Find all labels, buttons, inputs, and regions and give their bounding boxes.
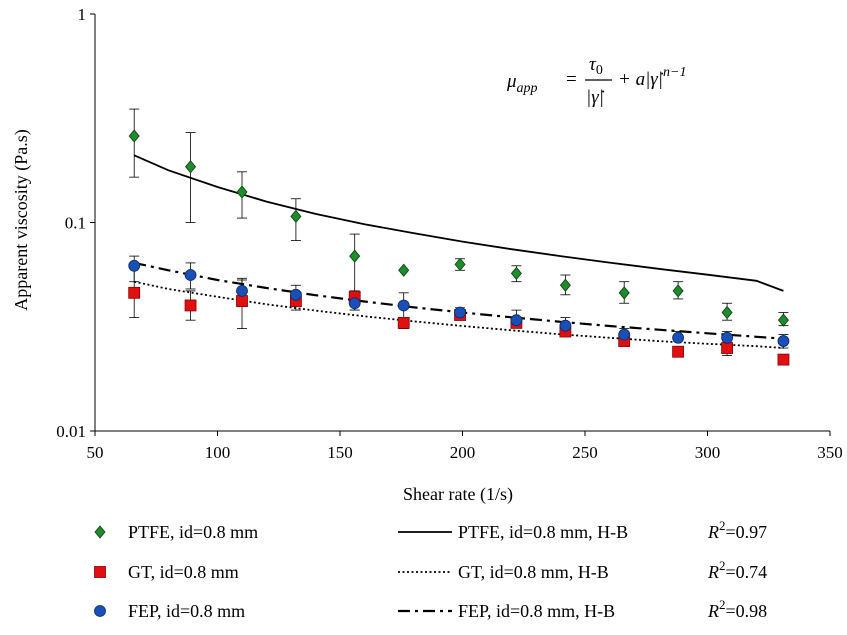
data-points (128, 129, 790, 366)
legend-r2: R2=0.74 (707, 558, 767, 582)
formula-denominator: |γ̇| (586, 87, 605, 108)
circle-point (348, 297, 361, 310)
legend-fit-label: GT, id=0.8 mm, H-B (458, 562, 609, 582)
diamond-point (510, 266, 522, 281)
square-point (184, 299, 197, 312)
y-tick-label: 1 (78, 5, 87, 24)
x-tick-label: 50 (87, 443, 104, 462)
square-point (777, 353, 790, 366)
axes: 50 100 150 200 250 300 350 0.01 0.1 1 (56, 5, 843, 462)
square-point (128, 286, 141, 299)
diamond-point (777, 313, 789, 327)
square-point (672, 345, 684, 358)
circle-point (618, 328, 631, 341)
diamond-point (672, 284, 684, 298)
fit-line-dashdot (133, 261, 784, 340)
formula-numerator: τ0 (589, 54, 603, 78)
formula-rhs: + a|γ̇|n−1 (618, 65, 686, 90)
x-tick-label: 200 (450, 443, 476, 462)
circle-point (672, 331, 684, 344)
fit-line-solid (133, 154, 784, 292)
legend-fit-label: PTFE, id=0.8 mm, H-B (458, 522, 628, 542)
legend: PTFE, id=0.8 mm GT, id=0.8 mm FEP, id=0.8 … (94, 518, 767, 621)
diamond-point (349, 249, 361, 263)
circle-point (510, 314, 523, 327)
legend-marker-circle (94, 605, 106, 617)
x-tick-label: 300 (695, 443, 721, 462)
circle-point (289, 288, 302, 301)
circle-point (397, 299, 410, 312)
square-point (236, 295, 248, 307)
diamond-point (185, 160, 197, 174)
x-tick-label: 250 (572, 443, 598, 462)
legend-label: GT, id=0.8 mm (128, 562, 239, 582)
legend-label: PTFE, id=0.8 mm (128, 522, 258, 542)
circle-point (559, 319, 572, 332)
x-tick-label: 350 (817, 443, 843, 462)
legend-fit-label: FEP, id=0.8 mm, H-B (458, 601, 615, 621)
y-axis-title: Apparent viscosity (Pa.s) (11, 129, 32, 310)
circle-point (128, 259, 141, 272)
diamond-point (290, 209, 302, 223)
legend-r2: R2=0.97 (707, 518, 767, 542)
square-point (397, 316, 410, 329)
diamond-point (618, 286, 630, 300)
formula-lhs: μapp (506, 71, 538, 96)
diamond-point (559, 278, 571, 292)
y-tick-label: 0.01 (56, 422, 86, 441)
circle-point (777, 335, 790, 347)
formula-equals: = (566, 69, 577, 90)
diamond-point (398, 263, 410, 277)
legend-r2: R2=0.98 (707, 597, 767, 621)
square-point (721, 342, 733, 354)
circle-point (236, 284, 248, 297)
error-bars (129, 108, 789, 365)
legend-label: FEP, id=0.8 mm (128, 601, 245, 621)
diamond-point (721, 305, 733, 320)
circle-point (454, 306, 466, 319)
diamond-point (454, 257, 466, 271)
circle-point (184, 269, 197, 281)
hb-formula-annotation: μapp = τ0 |γ̇| + a|γ̇|n−1 (506, 54, 686, 108)
legend-marker-diamond (94, 525, 106, 539)
legend-marker-square (94, 566, 106, 578)
diamond-point (236, 185, 248, 199)
y-tick-label: 0.1 (65, 214, 86, 233)
diamond-point (128, 129, 140, 143)
x-axis-title: Shear rate (1/s) (403, 484, 513, 505)
circle-point (721, 331, 733, 344)
x-tick-label: 150 (327, 443, 353, 462)
x-tick-label: 100 (205, 443, 231, 462)
